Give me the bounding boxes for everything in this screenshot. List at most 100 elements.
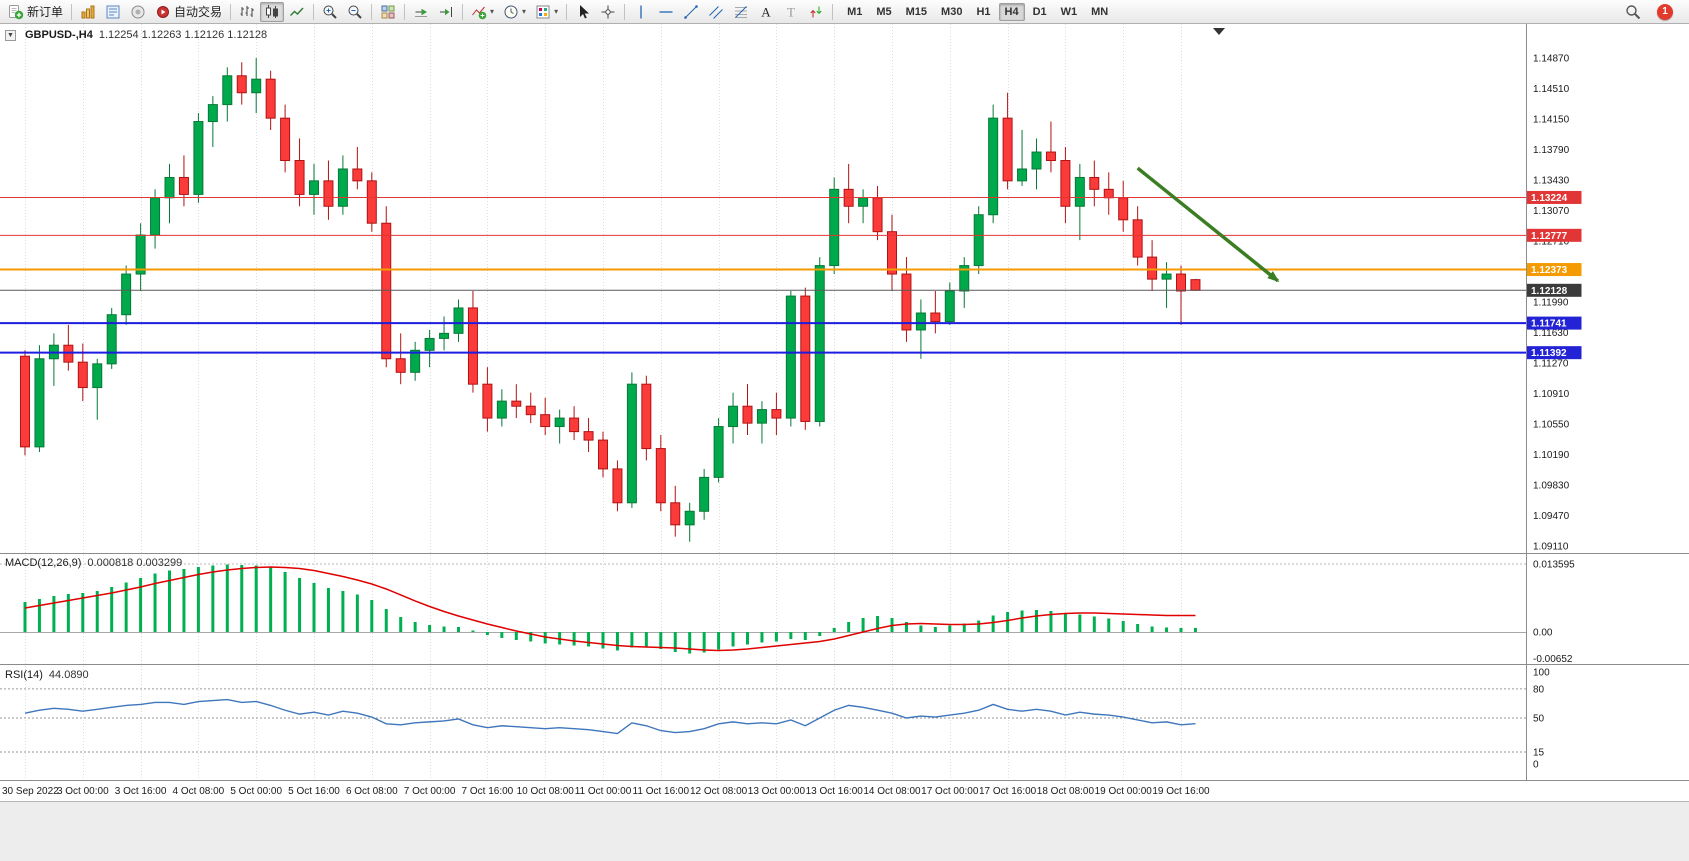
trendline-button[interactable] (679, 2, 703, 22)
candle (829, 188, 840, 267)
toolbar-separator (462, 3, 464, 20)
candle (612, 468, 623, 504)
svg-text:13 Oct 00:00: 13 Oct 00:00 (748, 786, 806, 797)
candle (222, 75, 233, 106)
svg-text:11 Oct 00:00: 11 Oct 00:00 (575, 786, 632, 797)
svg-text:1.11741: 1.11741 (1531, 319, 1567, 330)
indicators-button[interactable]: ▾ (467, 2, 498, 22)
vertical-line-button[interactable] (629, 2, 653, 22)
tile-icon (380, 4, 396, 20)
candle (410, 349, 421, 373)
new-order-button[interactable]: 新订单 (4, 2, 67, 22)
new-order-button-label: 新订单 (27, 5, 64, 19)
candle (381, 222, 392, 360)
tile-windows-button[interactable] (376, 2, 400, 22)
autotrading-button[interactable]: 自动交易 (151, 2, 226, 22)
timeframe-M15[interactable]: M15 (905, 5, 928, 18)
trend-arrow[interactable] (1136, 166, 1280, 283)
svg-text:1.09110: 1.09110 (1533, 542, 1569, 553)
chart-shift-marker-icon[interactable] (1213, 28, 1225, 35)
collapse-chart-icon[interactable]: ▼ (5, 29, 16, 41)
svg-text:1.11990: 1.11990 (1533, 298, 1569, 309)
zoom-in-button[interactable] (318, 2, 342, 22)
candle (988, 117, 999, 216)
candle (323, 180, 334, 207)
zoom-out-button[interactable] (343, 2, 367, 22)
timeframe-M30[interactable]: M30 (941, 5, 963, 18)
svg-text:80: 80 (1533, 684, 1545, 695)
toolbar-separator (230, 3, 232, 20)
candle (1132, 219, 1143, 258)
svg-text:1.13430: 1.13430 (1533, 176, 1570, 187)
fibonacci-button[interactable] (729, 2, 753, 22)
candle (728, 405, 739, 428)
candle (395, 358, 406, 373)
new-chart-button[interactable] (76, 2, 100, 22)
candle (598, 439, 608, 470)
svg-text:-0.00652: -0.00652 (1533, 654, 1573, 665)
autotrading-button-label: 自动交易 (174, 5, 223, 19)
candle (583, 431, 594, 441)
cursor-button[interactable] (571, 2, 595, 22)
auto-scroll-button[interactable] (409, 2, 433, 22)
text-button[interactable]: A (754, 2, 778, 22)
chevron-down-icon: ▾ (490, 6, 495, 16)
timeframe-H1[interactable]: H1 (976, 5, 991, 18)
text-label-button[interactable]: T (779, 2, 803, 22)
candles-icon (264, 4, 280, 20)
svg-text:1.13224: 1.13224 (1531, 193, 1568, 204)
svg-text:4 Oct 08:00: 4 Oct 08:00 (173, 786, 225, 797)
timeframe-MN[interactable]: MN (1091, 5, 1109, 18)
candle (1017, 168, 1028, 182)
arrows-button[interactable] (804, 2, 828, 22)
svg-text:15: 15 (1533, 747, 1545, 758)
candle (280, 117, 291, 162)
text-icon: A (758, 4, 774, 20)
timeframe-M1[interactable]: M1 (847, 5, 863, 18)
timeframe-H4[interactable]: H4 (998, 2, 1025, 21)
market-watch-button[interactable] (101, 2, 125, 22)
periods-button[interactable]: ▾ (499, 2, 530, 22)
candle (569, 417, 580, 433)
candle (77, 361, 88, 389)
candle (309, 180, 319, 195)
chart-shift-button[interactable] (434, 2, 458, 22)
candle (1002, 117, 1013, 182)
notification-badge[interactable]: 1 (1657, 3, 1673, 20)
candlestick-chart-button[interactable] (260, 1, 285, 22)
svg-text:11 Oct 16:00: 11 Oct 16:00 (633, 786, 690, 797)
channel-icon (708, 4, 724, 20)
svg-text:0.00: 0.00 (1533, 628, 1553, 639)
price-tag (1526, 283, 1582, 297)
price-tag (1526, 190, 1582, 204)
price-tag (1526, 263, 1582, 277)
channel-button[interactable] (704, 2, 728, 22)
toolbar-separator (71, 3, 73, 20)
toolbar-separator (313, 3, 315, 20)
candle (771, 409, 782, 419)
main-chart-svg[interactable]: 1.14870 1.14510 1.14150 1.13790 1.13430 1.130… (0, 24, 1689, 801)
svg-text:6 Oct 08:00: 6 Oct 08:00 (346, 786, 398, 797)
svg-text:1.14870: 1.14870 (1533, 54, 1570, 65)
clock-icon (503, 4, 519, 20)
candle (207, 104, 218, 123)
crosshair-button[interactable] (596, 2, 620, 22)
bar-chart-button[interactable] (235, 2, 259, 22)
timeframe-M5[interactable]: M5 (876, 5, 892, 18)
candle (858, 197, 869, 207)
templates-button[interactable]: ▾ (531, 2, 562, 22)
candle (887, 231, 897, 275)
timeframe-W1[interactable]: W1 (1060, 5, 1078, 18)
timeframe-D1[interactable]: D1 (1032, 5, 1047, 18)
line-chart-button[interactable] (285, 2, 309, 22)
horizontal-line-button[interactable] (654, 2, 678, 22)
svg-text:30 Sep 2022: 30 Sep 2022 (2, 786, 59, 797)
candle (265, 78, 276, 119)
search-icon[interactable] (1621, 2, 1645, 22)
candle (554, 417, 565, 428)
svg-text:19 Oct 16:00: 19 Oct 16:00 (1152, 786, 1210, 797)
svg-text:A: A (761, 4, 771, 19)
data-window-button[interactable] (126, 2, 150, 22)
svg-text:19 Oct 00:00: 19 Oct 00:00 (1095, 786, 1153, 797)
